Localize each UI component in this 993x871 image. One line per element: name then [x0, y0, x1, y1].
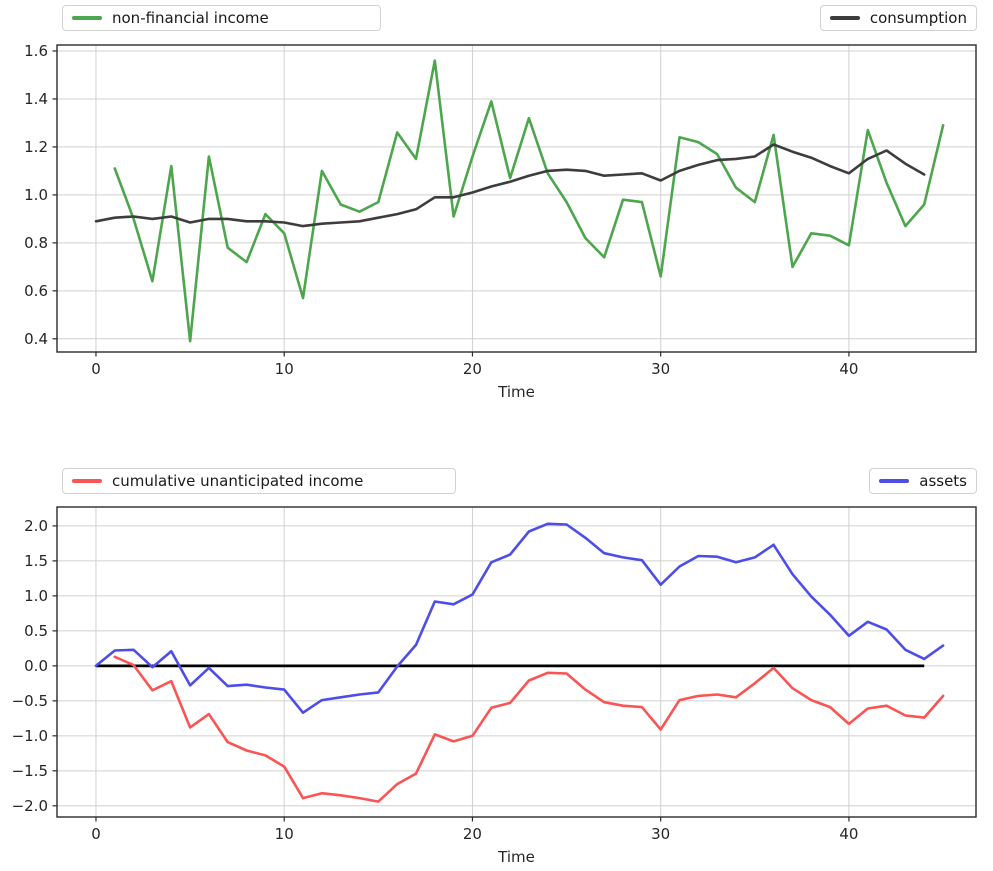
y-tick-label: 0.0 — [24, 657, 48, 675]
legend-label-consumption: consumption — [869, 8, 967, 27]
legend-consumption: consumption — [819, 5, 977, 31]
x-axis-label: Time — [497, 383, 535, 401]
legend-cumulative-unanticipated-income: cumulative unanticipated income — [62, 468, 456, 494]
y-tick-label: 1.0 — [24, 587, 48, 605]
x-tick-label: 40 — [839, 825, 858, 843]
x-tick-label: 40 — [839, 360, 858, 378]
axes-frame — [56, 44, 977, 353]
y-tick-label: 0.6 — [24, 282, 48, 300]
cumulative-unanticipated-income-line-swatch — [72, 479, 102, 483]
x-axis-label: Time — [497, 848, 535, 866]
x-tick-label: 30 — [651, 360, 670, 378]
y-tick-label: 1.6 — [24, 42, 48, 60]
y-tick-label: 1.2 — [24, 138, 48, 156]
y-tick-label: 0.8 — [24, 234, 48, 252]
y-tick-label: 0.4 — [24, 330, 48, 348]
income-consumption-chart: 0.4 0.6 0.8 1.0 1.2 1.4 1.6 0 10 20 30 40 Time — [24, 42, 977, 401]
legend-assets: assets — [869, 468, 977, 494]
y-tick-label: 0.5 — [24, 622, 48, 640]
assets-line-swatch — [879, 479, 910, 483]
axes-frame — [56, 506, 977, 818]
y-tick-label: −2.0 — [12, 797, 48, 815]
x-tick-label: 20 — [463, 360, 482, 378]
x-tick-label: 10 — [275, 825, 294, 843]
y-tick-label: −1.0 — [12, 727, 48, 745]
consumption-line-swatch — [829, 16, 860, 20]
y-tick-label: 1.5 — [24, 552, 48, 570]
series-line-assets — [94, 522, 945, 715]
series-line-non-financial-income — [113, 59, 945, 343]
x-tick-label: 30 — [651, 825, 670, 843]
x-tick-label: 20 — [463, 825, 482, 843]
series-line-consumption — [94, 143, 926, 228]
y-tick-label: 1.4 — [24, 90, 48, 108]
y-tick-label: −1.5 — [12, 762, 48, 780]
x-tick-label: 0 — [91, 360, 101, 378]
y-tick-label: −0.5 — [12, 692, 48, 710]
legend-label-non-financial-income: non-financial income — [112, 8, 269, 27]
series-line-cumulative-unanticipated-income — [113, 655, 945, 803]
x-tick-label: 10 — [275, 360, 294, 378]
cumulative-income-assets-chart: −2.0 −1.5 −1.0 −0.5 0.0 0.5 1.0 1.5 2.0 0 10 20 30 40… — [12, 506, 977, 866]
y-tick-label: 1.0 — [24, 186, 48, 204]
non-financial-income-line-swatch — [72, 16, 102, 20]
legend-label-assets: assets — [919, 471, 967, 490]
legend-label-cumulative-unanticipated-income: cumulative unanticipated income — [112, 471, 364, 490]
y-tick-label: 2.0 — [24, 517, 48, 535]
x-tick-label: 0 — [91, 825, 101, 843]
legend-non-financial-income: non-financial income — [62, 5, 381, 31]
